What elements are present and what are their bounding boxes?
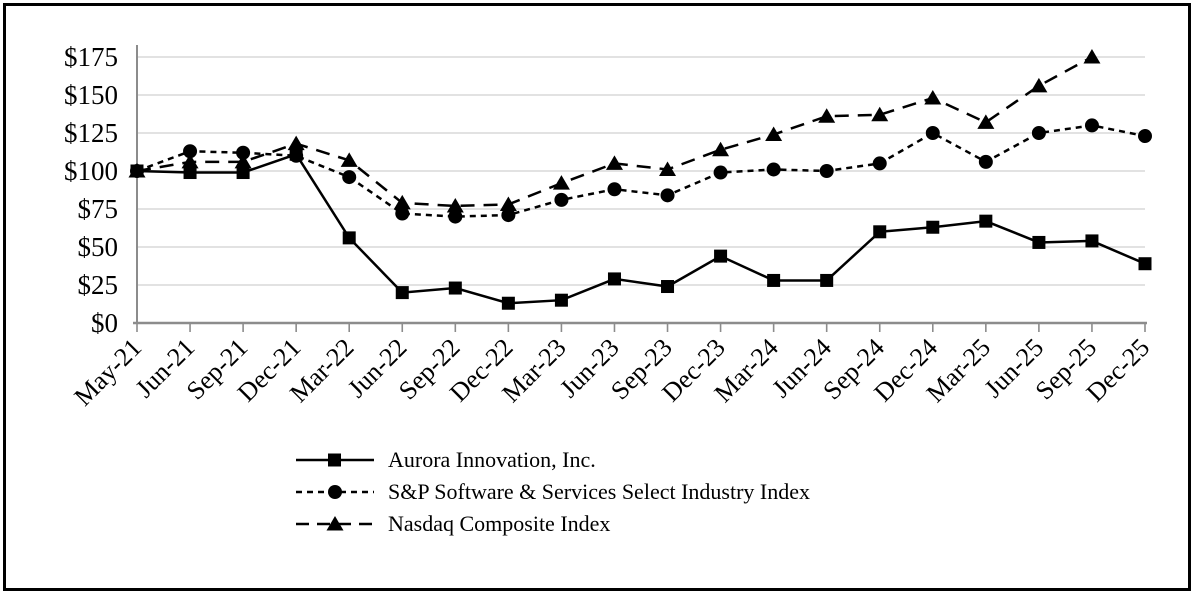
data-point-triangle <box>871 106 889 122</box>
data-point-circle <box>236 145 251 160</box>
legend-item-nasdaq: Nasdaq Composite Index <box>296 511 810 537</box>
data-point-triangle <box>181 153 199 169</box>
legend-label-sp-software: S&P Software & Services Select Industry … <box>388 479 810 504</box>
data-point-square <box>342 231 356 245</box>
data-point-square <box>607 272 621 286</box>
y-tick-label: $25 <box>78 270 119 300</box>
data-point-square <box>236 166 250 180</box>
data-point-triangle <box>977 114 995 129</box>
data-point-square <box>714 249 728 263</box>
data-point-triangle <box>393 194 411 210</box>
data-point-triangle <box>659 161 677 176</box>
data-point-circle <box>713 165 728 180</box>
data-point-circle <box>289 148 304 163</box>
chart-legend: Aurora Innovation, Inc. S&P Software & S… <box>296 447 810 537</box>
data-point-square <box>979 214 993 228</box>
data-point-triangle <box>234 153 252 169</box>
performance-chart: $0$25$50$75$100$125$150$175May-21Jun-21S… <box>64 42 1155 412</box>
data-point-triangle <box>605 155 623 170</box>
legend-sample-square-solid-line <box>296 453 374 467</box>
data-point-triangle <box>128 163 146 178</box>
data-point-circle <box>1084 118 1099 133</box>
data-point-circle <box>607 182 622 197</box>
data-point-square <box>767 273 781 287</box>
data-point-circle <box>554 192 569 207</box>
data-point-triangle <box>712 141 730 157</box>
legend-label-aurora: Aurora Innovation, Inc. <box>388 447 596 472</box>
data-point-square <box>554 293 568 307</box>
data-point-triangle <box>924 90 942 105</box>
data-point-triangle <box>765 126 783 142</box>
data-point-circle <box>448 209 463 224</box>
data-point-square <box>395 286 409 300</box>
legend-item-sp-software: S&P Software & Services Select Industry … <box>296 479 810 505</box>
data-point-triangle <box>1030 77 1048 93</box>
data-point-triangle <box>552 175 570 190</box>
data-point-square <box>926 220 940 234</box>
y-tick-label: $0 <box>91 308 118 338</box>
legend-sample-circle-dashed-line <box>296 485 374 499</box>
data-point-square <box>1032 235 1046 249</box>
data-point-square <box>448 281 462 295</box>
y-tick-label: $75 <box>78 194 119 224</box>
y-tick-label: $125 <box>64 118 118 148</box>
data-point-circle <box>766 162 781 177</box>
data-point-triangle <box>446 197 464 213</box>
y-tick-label: $175 <box>64 42 118 72</box>
y-tick-label: $100 <box>64 156 118 186</box>
data-point-square <box>1138 257 1152 271</box>
data-point-circle <box>395 206 410 221</box>
y-tick-label: $150 <box>64 80 118 110</box>
data-point-triangle <box>287 135 305 151</box>
data-point-square <box>183 166 197 180</box>
x-tick-label: May-21 <box>69 333 148 412</box>
series-line-square <box>136 152 1146 305</box>
series-line-circle <box>136 124 1146 218</box>
y-tick-label: $50 <box>78 232 119 262</box>
data-point-triangle <box>499 196 517 211</box>
data-point-circle <box>342 170 357 185</box>
data-point-square <box>1085 234 1099 248</box>
data-point-triangle <box>340 152 358 167</box>
data-point-circle <box>1031 126 1046 140</box>
data-point-circle <box>660 188 675 203</box>
data-point-square <box>873 225 887 239</box>
legend-sample-triangle-longdash-line <box>296 516 374 531</box>
data-point-circle <box>1138 129 1152 144</box>
data-point-triangle <box>1083 49 1101 64</box>
data-point-circle <box>819 164 834 178</box>
legend-label-nasdaq: Nasdaq Composite Index <box>388 511 611 536</box>
legend-item-aurora: Aurora Innovation, Inc. <box>296 447 810 473</box>
data-point-square <box>661 280 675 294</box>
data-point-circle <box>978 154 993 169</box>
data-point-circle <box>501 208 516 223</box>
data-point-square <box>820 273 834 287</box>
chart-frame <box>3 3 1191 591</box>
data-point-circle <box>183 144 198 159</box>
data-point-circle <box>925 126 940 140</box>
data-point-triangle <box>818 108 836 123</box>
data-point-square <box>501 296 515 310</box>
data-point-circle <box>872 156 887 171</box>
